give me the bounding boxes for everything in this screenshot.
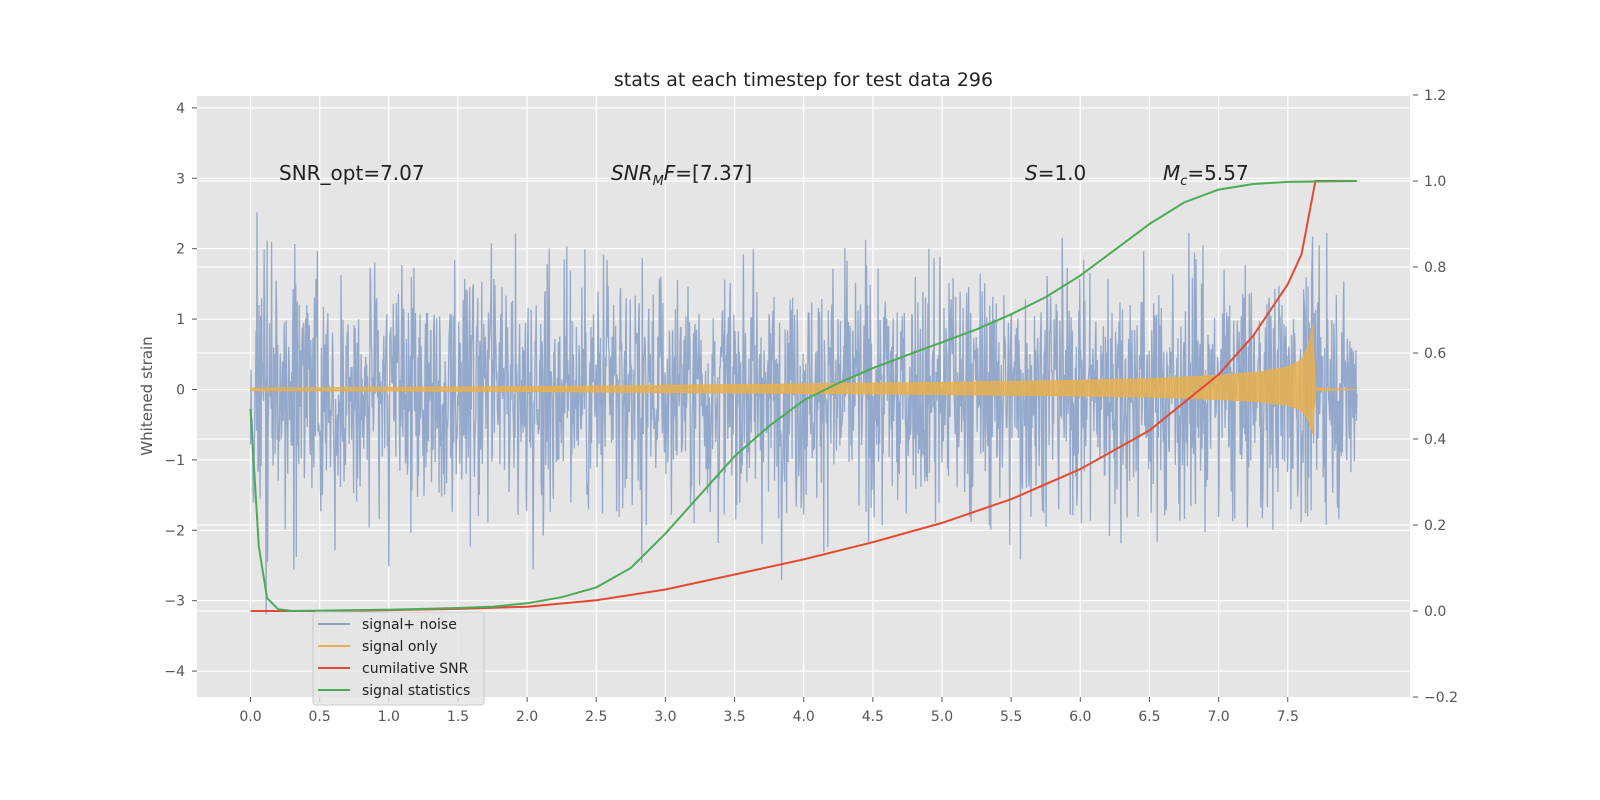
x-tick-label: 5.5: [1000, 709, 1022, 725]
y2-tick-label: 0.8: [1424, 260, 1446, 276]
x-tick-label: 4.5: [862, 709, 884, 725]
y-tick-label: 2: [176, 242, 185, 258]
chart-title: stats at each timestep for test data 296: [614, 69, 993, 91]
y-tick-label: 0: [176, 383, 185, 399]
series-signal-only: [250, 325, 1357, 435]
x-tick-label: 7.5: [1277, 709, 1299, 725]
x-tick-label: 2.0: [516, 709, 538, 725]
y2-tick-label: −0.2: [1424, 690, 1458, 706]
y2-tick-label: 0.4: [1424, 432, 1446, 448]
annotations: SNR_opt=7.07 SNRMF=[7.37] S=1.0 Mc=5.57: [279, 161, 1249, 189]
signal-statistics-line: [249, 180, 1357, 613]
x-tick-label: 6.0: [1069, 709, 1091, 725]
x-tick-label: 7.0: [1207, 709, 1229, 725]
x-tick-label: 0.0: [239, 709, 261, 725]
legend-label-signal-only: signal only: [362, 639, 437, 655]
annotation-snr-mf: SNRMF=[7.37]: [611, 161, 752, 189]
legend: signal+ noise signal only cumilative SNR…: [312, 611, 485, 706]
signal-noise-trace: [249, 212, 1358, 615]
x-tick-label: 5.0: [931, 709, 953, 725]
y2-tick-label: 0.2: [1424, 518, 1446, 534]
x-tick-label: 3.0: [654, 709, 676, 725]
series-signal-noise: [249, 212, 1358, 615]
y-tick-label: 3: [176, 171, 185, 187]
annotation-s: S=1.0: [1025, 161, 1086, 185]
legend-box: [312, 611, 485, 706]
annotation-mc: Mc=5.57: [1163, 161, 1249, 189]
y-tick-label: −2: [164, 523, 185, 539]
series-lines: [249, 180, 1357, 613]
y-tick-label: −1: [164, 453, 185, 469]
y2-tick-label: 1.0: [1424, 174, 1446, 190]
y2-tick-label: 1.2: [1424, 88, 1446, 104]
y-tick-label: 4: [176, 101, 185, 117]
legend-label-cumulative-snr: cumilative SNR: [362, 661, 469, 677]
y-tick-label: −3: [164, 594, 185, 610]
y-axis-left: −4 −3 −2 −1 0 1 2 3 4: [164, 101, 197, 680]
y-axis-label: Whitened strain: [138, 336, 156, 455]
x-tick-label: 4.0: [793, 709, 815, 725]
x-tick-label: 1.0: [378, 709, 400, 725]
annotation-snr-opt: SNR_opt=7.07: [279, 161, 425, 185]
x-tick-label: 1.5: [447, 709, 469, 725]
x-tick-label: 3.5: [723, 709, 745, 725]
x-tick-label: 0.5: [309, 709, 331, 725]
x-axis: 0.0 0.5 1.0 1.5 2.0 2.5 3.0 3.5 4.0 4.5 5.0 5.5 6.0 6…: [239, 697, 1299, 725]
y-tick-label: 1: [176, 312, 185, 328]
legend-label-signal-noise: signal+ noise: [362, 617, 457, 633]
y2-tick-label: 0.0: [1424, 604, 1446, 620]
y2-tick-label: 0.6: [1424, 346, 1446, 362]
x-tick-label: 2.5: [585, 709, 607, 725]
signal-only-envelope: [250, 325, 1357, 435]
x-tick-label: 6.5: [1138, 709, 1160, 725]
legend-label-signal-statistics: signal statistics: [362, 683, 470, 699]
y-axis-right: −0.2 0.0 0.2 0.4 0.6 0.8 1.0 1.2: [1413, 88, 1458, 706]
y-tick-label: −4: [164, 664, 185, 680]
